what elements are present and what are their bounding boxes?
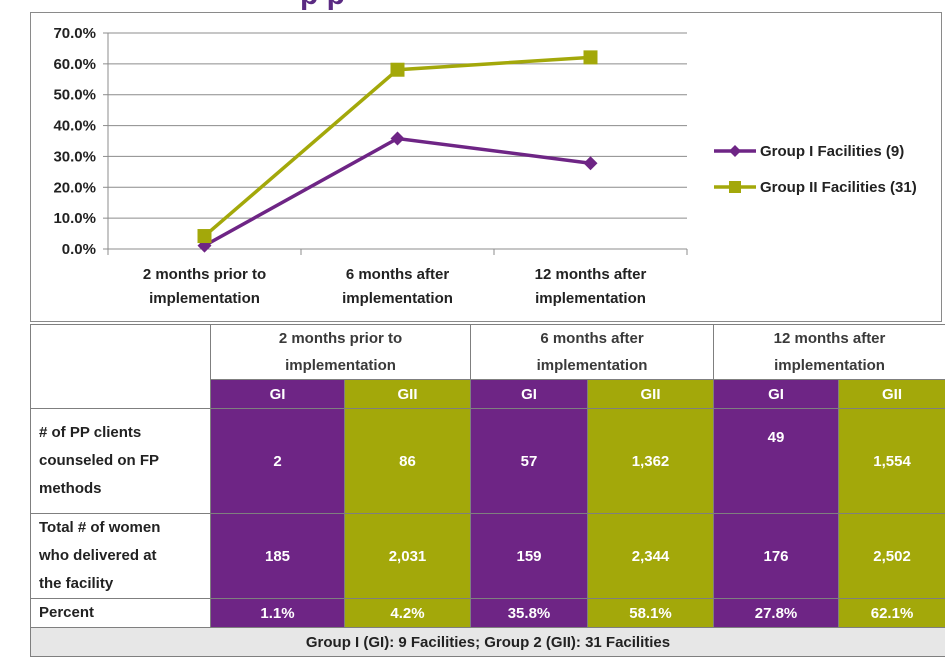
row-label-counseled-line-2: counseled on FP — [39, 447, 210, 475]
x-tick-label: 12 months after — [535, 266, 647, 283]
y-tick-label: 10.0% — [53, 210, 96, 227]
series-line — [205, 57, 591, 236]
period-header-2-line-1: 12 months after — [714, 325, 945, 352]
row-label-counseled-line-1: # of PP clients — [39, 419, 210, 447]
y-tick-label: 20.0% — [53, 179, 96, 196]
y-tick-label: 40.0% — [53, 118, 96, 135]
chart-frame: 70.0% 60.0% 50.0% 40.0% 30.0% 20.0% 10.0% 0.0% 2… — [30, 12, 942, 322]
y-tick-label: 70.0% — [53, 25, 96, 42]
table-cell: 1.1% — [211, 599, 345, 628]
group-header-gii: GII — [839, 380, 945, 409]
period-header-1-line-1: 6 months after — [471, 325, 713, 352]
data-table: 2 months prior to implementation 6 month… — [30, 324, 945, 657]
table-cell: 2 — [211, 409, 345, 514]
period-header-2-line-2: implementation — [714, 352, 945, 379]
y-tick-label: 60.0% — [53, 56, 96, 73]
table-cell: 2,502 — [839, 514, 945, 599]
data-point-marker — [198, 229, 212, 243]
legend-marker — [729, 181, 741, 193]
group-header-gii: GII — [345, 380, 471, 409]
period-header-0: 2 months prior to implementation — [211, 325, 471, 380]
page-title: p p — [300, 0, 345, 12]
table-cell: 159 — [471, 514, 588, 599]
x-tick-label: implementation — [342, 290, 453, 307]
x-tick-label: implementation — [149, 290, 260, 307]
table-period-header-row: 2 months prior to implementation 6 month… — [31, 325, 945, 380]
table-footnote: Group I (GI): 9 Facilities; Group 2 (GII… — [31, 628, 945, 657]
legend-label: Group I Facilities (9) — [760, 143, 904, 160]
table-cell: 176 — [714, 514, 839, 599]
table-cell: 49 — [714, 409, 839, 514]
table-row-counseled: # of PP clients counseled on FP methods … — [31, 409, 945, 514]
y-tick-label: 0.0% — [62, 241, 96, 258]
series-line — [205, 139, 591, 246]
table-cell: 27.8% — [714, 599, 839, 628]
data-point-marker — [584, 156, 598, 170]
table-corner-cell — [31, 325, 211, 409]
group-header-gi: GI — [211, 380, 345, 409]
x-tick-label: implementation — [535, 290, 646, 307]
period-header-1-line-2: implementation — [471, 352, 713, 379]
row-label-delivered-line-2: who delivered at — [39, 542, 210, 570]
table-cell: 35.8% — [471, 599, 588, 628]
period-header-2: 12 months after implementation — [714, 325, 945, 380]
table-cell: 58.1% — [588, 599, 714, 628]
table-row-percent: Percent 1.1% 4.2% 35.8% 58.1% 27.8% 62.1… — [31, 599, 945, 628]
row-label-delivered: Total # of women who delivered at the fa… — [31, 514, 211, 599]
data-point-marker — [391, 63, 405, 77]
y-tick-label: 30.0% — [53, 148, 96, 165]
title-strip: p p — [0, 0, 945, 12]
legend-marker — [729, 145, 741, 157]
table-cell: 57 — [471, 409, 588, 514]
x-tick-label: 6 months after — [346, 266, 450, 283]
line-chart: 70.0% 60.0% 50.0% 40.0% 30.0% 20.0% 10.0% 0.0% 2… — [31, 13, 943, 323]
period-header-0-line-2: implementation — [211, 352, 470, 379]
table-cell: 86 — [345, 409, 471, 514]
table-cell: 2,031 — [345, 514, 471, 599]
table-footnote-row: Group I (GI): 9 Facilities; Group 2 (GII… — [31, 628, 945, 657]
data-point-marker — [584, 50, 598, 64]
legend-label: Group II Facilities (31) — [760, 179, 917, 196]
row-label-percent: Percent — [31, 599, 211, 628]
row-label-delivered-line-3: the facility — [39, 570, 210, 598]
group-header-gi: GI — [714, 380, 839, 409]
table-cell: 2,344 — [588, 514, 714, 599]
y-tick-label: 50.0% — [53, 87, 96, 104]
table-cell: 1,362 — [588, 409, 714, 514]
row-label-counseled: # of PP clients counseled on FP methods — [31, 409, 211, 514]
x-tick-label: 2 months prior to — [143, 266, 266, 283]
table-cell: 62.1% — [839, 599, 945, 628]
data-point-marker — [391, 132, 405, 146]
table-cell: 4.2% — [345, 599, 471, 628]
table-row-delivered: Total # of women who delivered at the fa… — [31, 514, 945, 599]
group-header-gii: GII — [588, 380, 714, 409]
table-cell: 1,554 — [839, 409, 945, 514]
row-label-delivered-line-1: Total # of women — [39, 514, 210, 542]
period-header-0-line-1: 2 months prior to — [211, 325, 470, 352]
period-header-1: 6 months after implementation — [471, 325, 714, 380]
group-header-gi: GI — [471, 380, 588, 409]
row-label-counseled-line-3: methods — [39, 475, 210, 503]
table-cell: 185 — [211, 514, 345, 599]
